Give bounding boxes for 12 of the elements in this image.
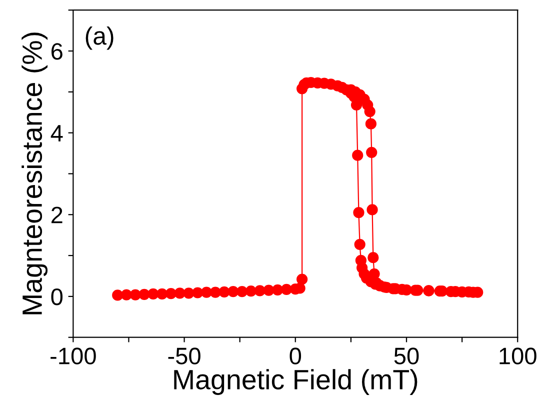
y-tick-label: 4: [50, 125, 63, 142]
x-tick-label: 100: [500, 348, 536, 364]
y-tick-label: 2: [52, 206, 62, 224]
x-axis-title: Magnetic Field (mT): [174, 369, 418, 395]
annotation: (a): [86, 26, 114, 50]
x-tick-label: -50: [168, 348, 200, 364]
y-tick-label: 0: [51, 288, 63, 306]
y-axis-title: Magnteoresistance (%): [22, 32, 48, 314]
y-tick-label: 6: [52, 43, 62, 60]
x-tick-label: -100: [50, 348, 96, 364]
x-tick-label: 50: [394, 348, 419, 364]
x-tick-label: 0: [290, 348, 302, 364]
